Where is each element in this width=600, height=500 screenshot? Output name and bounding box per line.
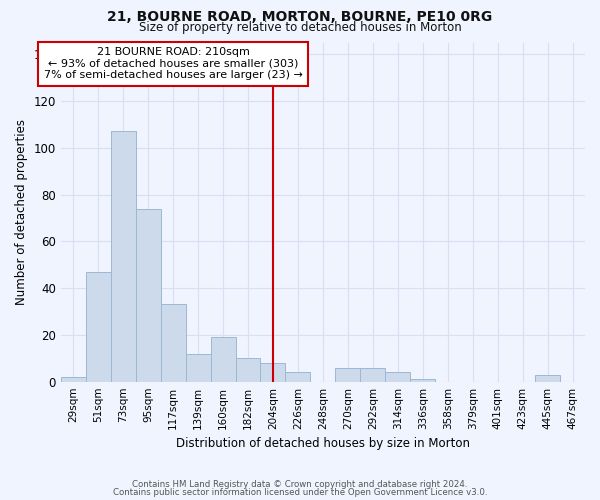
Bar bbox=[61, 377, 86, 382]
X-axis label: Distribution of detached houses by size in Morton: Distribution of detached houses by size … bbox=[176, 437, 470, 450]
Bar bbox=[136, 208, 161, 382]
Bar bbox=[410, 380, 435, 382]
Bar bbox=[111, 132, 136, 382]
Text: Contains HM Land Registry data © Crown copyright and database right 2024.: Contains HM Land Registry data © Crown c… bbox=[132, 480, 468, 489]
Bar bbox=[211, 337, 236, 382]
Text: 21 BOURNE ROAD: 210sqm
← 93% of detached houses are smaller (303)
7% of semi-det: 21 BOURNE ROAD: 210sqm ← 93% of detached… bbox=[44, 47, 302, 80]
Bar bbox=[535, 374, 560, 382]
Bar bbox=[185, 354, 211, 382]
Bar bbox=[286, 372, 310, 382]
Text: 21, BOURNE ROAD, MORTON, BOURNE, PE10 0RG: 21, BOURNE ROAD, MORTON, BOURNE, PE10 0R… bbox=[107, 10, 493, 24]
Text: Contains public sector information licensed under the Open Government Licence v3: Contains public sector information licen… bbox=[113, 488, 487, 497]
Bar bbox=[161, 304, 185, 382]
Bar bbox=[260, 363, 286, 382]
Bar bbox=[361, 368, 385, 382]
Bar bbox=[335, 368, 361, 382]
Text: Size of property relative to detached houses in Morton: Size of property relative to detached ho… bbox=[139, 21, 461, 34]
Y-axis label: Number of detached properties: Number of detached properties bbox=[15, 119, 28, 305]
Bar bbox=[236, 358, 260, 382]
Bar bbox=[86, 272, 111, 382]
Bar bbox=[385, 372, 410, 382]
